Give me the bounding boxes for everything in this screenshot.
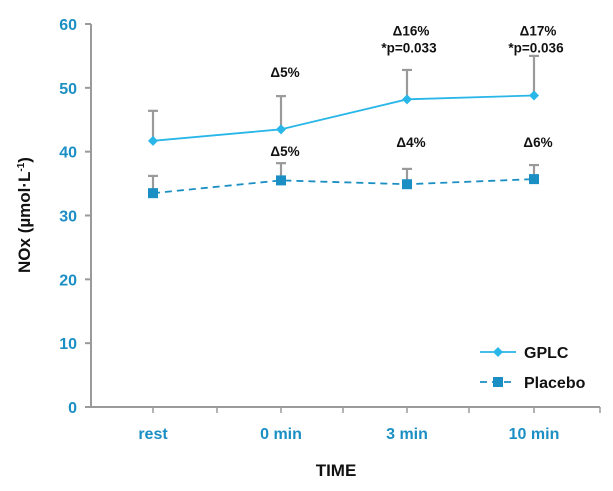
data-point [148,188,158,199]
legend-marker [493,347,503,357]
data-point [529,174,539,185]
annotations: Δ5% Δ16% *p=0.033 Δ17% *p=0.036 Δ5% Δ4% Δ6% [270,23,564,159]
data-point [529,90,539,101]
y-axis-title-exponent: -1 [16,162,27,171]
data-point [148,135,158,146]
annotation-label: Δ6% [523,135,552,150]
series-line [152,94,535,142]
legend: GPLC Placebo [480,345,586,392]
y-tick-label: 10 [59,336,77,353]
y-tick-label: 50 [59,81,77,98]
y-tick-label: 20 [59,272,77,289]
data-point [402,94,412,105]
x-axis-title: TIME [316,461,357,480]
y-tick-label: 40 [59,145,77,162]
annotation-label: Δ5% [270,65,299,80]
axes [90,24,600,408]
x-tick-label: 3 min [386,426,428,443]
x-tick-label: rest [138,426,168,443]
y-tick-label: 30 [59,209,77,226]
y-axis-ticks: 0 10 20 30 40 50 60 [59,17,91,417]
y-axis-title: NOx (µmol·L-1) [15,157,34,273]
annotation-label: *p=0.036 [508,41,564,56]
annotation-label: Δ17% [520,23,557,38]
data-point [276,124,286,135]
annotation-label: Δ4% [396,135,425,150]
y-tick-label: 60 [59,17,77,34]
legend-label: GPLC [524,345,569,362]
series-lines [152,94,535,195]
y-tick-label: 0 [68,400,77,417]
y-axis-title-main: NOx (µmol·L [15,172,34,273]
annotation-label: Δ16% [393,23,430,38]
x-tick-label: 10 min [509,426,560,443]
legend-marker [493,377,503,387]
annotation-label: *p=0.033 [381,41,437,56]
x-axis-ticks: rest 0 min 3 min 10 min [138,407,601,443]
error-bars [148,54,539,194]
data-point [402,179,412,190]
series-line [152,178,535,195]
legend-label: Placebo [524,375,586,392]
annotation-label: Δ5% [270,144,299,159]
data-point [276,175,286,186]
y-axis-title-close: ) [15,157,34,163]
x-tick-label: 0 min [260,426,302,443]
series-markers [148,90,539,199]
